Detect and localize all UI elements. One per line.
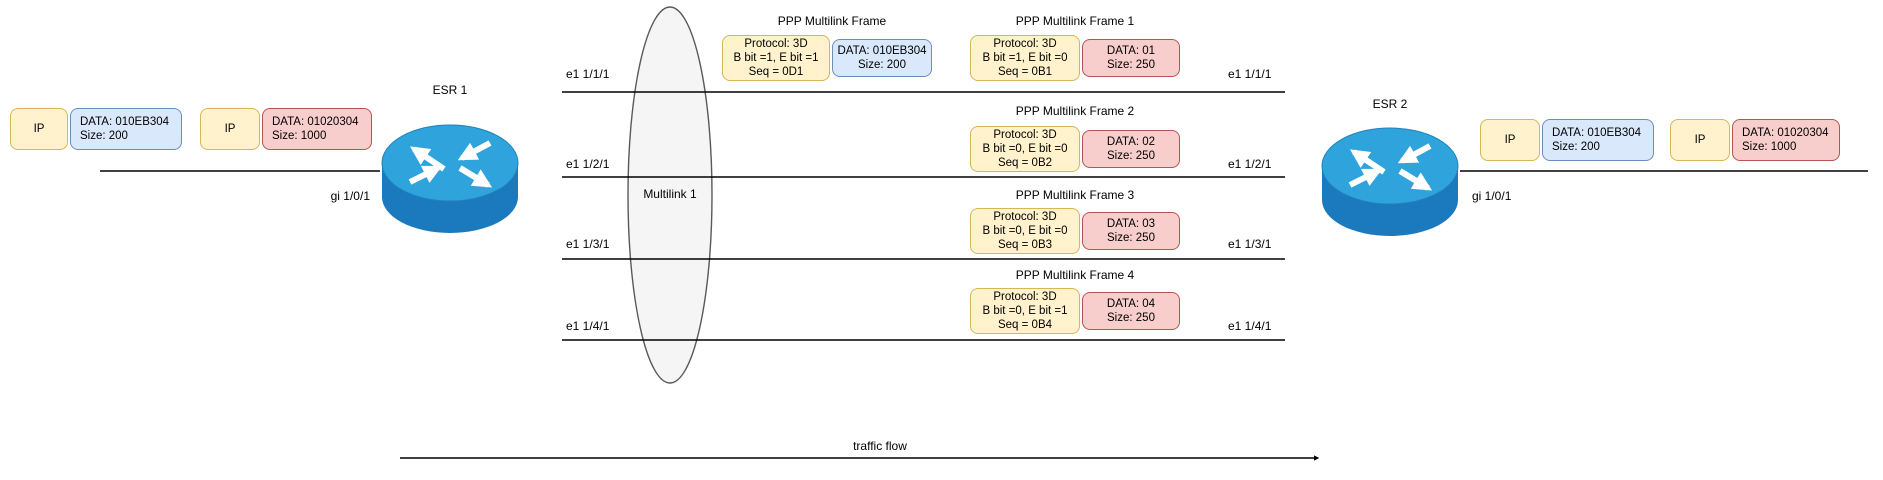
packet-data: DATA: 010EB304: [1552, 126, 1642, 139]
router-esr1-icon: [381, 124, 519, 233]
frame4-data: DATA: 04 Size: 250: [1082, 292, 1180, 330]
frame-protocol: Protocol: 3D: [744, 37, 808, 50]
frame2-ppp-header: Protocol: 3D B bit =0, E bit =0 Seq = 0B…: [970, 126, 1080, 172]
frame-seq: Seq = 0B1: [997, 66, 1053, 78]
frame-protocol: Protocol: 3D: [993, 128, 1057, 141]
frame-be-bits: B bit =1, E bit =0: [982, 51, 1068, 64]
packet-data: DATA: 010EB304: [80, 115, 170, 128]
frame-protocol: Protocol: 3D: [993, 37, 1057, 50]
frame-data: DATA: 01: [1106, 44, 1156, 57]
frame-seq: Seq = 0B4: [997, 319, 1053, 331]
frame-title-fragment-1: PPP Multilink Frame 1: [1015, 14, 1135, 28]
frame-data: DATA: 010EB304: [837, 44, 927, 57]
frame1-ppp-header: Protocol: 3D B bit =1, E bit =0 Seq = 0B…: [970, 35, 1080, 81]
frame-be-bits: B bit =1, E bit =1: [733, 51, 819, 64]
frame4-ppp-header: Protocol: 3D B bit =0, E bit =1 Seq = 0B…: [970, 288, 1080, 334]
router-esr1-label: ESR 1: [432, 83, 468, 97]
frame-size: Size: 250: [1107, 150, 1155, 162]
frame3-data: DATA: 03 Size: 250: [1082, 212, 1180, 250]
frame-seq: Seq = 0D1: [748, 66, 804, 78]
frame1-data: DATA: 01 Size: 250: [1082, 39, 1180, 77]
packet-left-1-ip-header: IP: [10, 108, 68, 150]
ip-label: IP: [33, 122, 45, 135]
frame-seq: Seq = 0B2: [997, 157, 1053, 169]
interface-label-e1-1-left: e1 1/1/1: [566, 67, 610, 81]
frame-title-ppp-multilink: PPP Multilink Frame: [777, 14, 887, 28]
frame-title-fragment-3: PPP Multilink Frame 3: [1015, 188, 1135, 202]
multilink-bundle-label: Multilink 1: [643, 187, 697, 201]
packet-right-1-data: DATA: 010EB304 Size: 200: [1542, 119, 1654, 161]
frame-ppp-data: DATA: 010EB304 Size: 200: [832, 39, 932, 77]
multilink-ellipse: [627, 6, 713, 384]
frame-size: Size: 200: [858, 59, 906, 71]
frame-data: DATA: 03: [1106, 217, 1156, 230]
interface-label-e1-2-right: e1 1/2/1: [1228, 157, 1272, 171]
packet-size: Size: 200: [1552, 141, 1600, 153]
frame-protocol: Protocol: 3D: [993, 210, 1057, 223]
frame-ppp-header: Protocol: 3D B bit =1, E bit =1 Seq = 0D…: [722, 35, 830, 81]
interface-label-e1-3-right: e1 1/3/1: [1228, 237, 1272, 251]
ip-label: IP: [1504, 133, 1516, 146]
frame2-data: DATA: 02 Size: 250: [1082, 130, 1180, 168]
interface-label-e1-4-right: e1 1/4/1: [1228, 319, 1272, 333]
frame-size: Size: 250: [1107, 312, 1155, 324]
interface-label-e1-4-left: e1 1/4/1: [566, 319, 610, 333]
frame-title-fragment-2: PPP Multilink Frame 2: [1015, 104, 1135, 118]
packet-data: DATA: 01020304: [1742, 126, 1829, 139]
packet-size: Size: 1000: [272, 130, 327, 142]
frame-title-fragment-4: PPP Multilink Frame 4: [1015, 268, 1135, 282]
interface-label-esr2-gi: gi 1/0/1: [1472, 189, 1512, 203]
frame-be-bits: B bit =0, E bit =0: [982, 224, 1068, 237]
router-esr2-icon: [1321, 127, 1459, 236]
packet-right-2-data: DATA: 01020304 Size: 1000: [1732, 119, 1840, 161]
frame3-ppp-header: Protocol: 3D B bit =0, E bit =0 Seq = 0B…: [970, 208, 1080, 254]
packet-size: Size: 200: [80, 130, 128, 142]
packet-left-1-data: DATA: 010EB304 Size: 200: [70, 108, 182, 150]
packet-size: Size: 1000: [1742, 141, 1797, 153]
frame-protocol: Protocol: 3D: [993, 290, 1057, 303]
frame-be-bits: B bit =0, E bit =0: [982, 142, 1068, 155]
frame-be-bits: B bit =0, E bit =1: [982, 304, 1068, 317]
packet-right-2-ip-header: IP: [1670, 119, 1730, 161]
traffic-flow-label: traffic flow: [853, 439, 907, 453]
frame-data: DATA: 04: [1106, 297, 1156, 310]
frame-data: DATA: 02: [1106, 135, 1156, 148]
frame-size: Size: 250: [1107, 232, 1155, 244]
interface-label-e1-2-left: e1 1/2/1: [566, 157, 610, 171]
packet-left-2-data: DATA: 01020304 Size: 1000: [262, 108, 372, 150]
interface-label-esr1-gi: gi 1/0/1: [330, 189, 370, 203]
packet-right-1-ip-header: IP: [1480, 119, 1540, 161]
interface-label-e1-3-left: e1 1/3/1: [566, 237, 610, 251]
ip-label: IP: [224, 122, 236, 135]
packet-left-2-ip-header: IP: [200, 108, 260, 150]
frame-size: Size: 250: [1107, 59, 1155, 71]
packet-data: DATA: 01020304: [272, 115, 359, 128]
frame-seq: Seq = 0B3: [997, 239, 1053, 251]
interface-label-e1-1-right: e1 1/1/1: [1228, 67, 1272, 81]
router-esr2-label: ESR 2: [1372, 97, 1408, 111]
ip-label: IP: [1694, 133, 1706, 146]
